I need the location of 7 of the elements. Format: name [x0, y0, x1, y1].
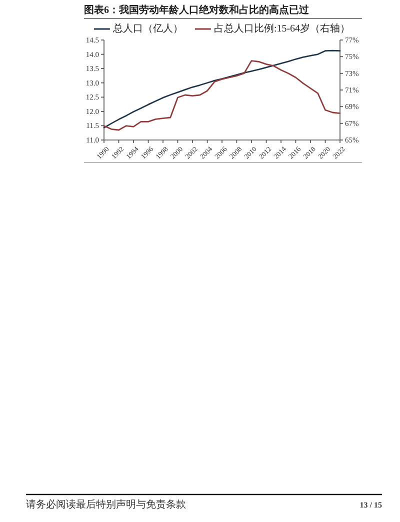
legend-label: 总人口（亿人）	[112, 22, 183, 34]
chart-title: 图表6：我国劳动年龄人口绝对数和占比的高点已过	[84, 4, 310, 16]
legend-label: 占总人口比例:15-64岁（右轴）	[214, 22, 350, 34]
line-series	[103, 60, 341, 131]
text: 请务必阅读最后特别声明与免责条款	[26, 498, 186, 510]
line-series	[103, 50, 341, 128]
text: 13 / 15	[360, 500, 382, 510]
